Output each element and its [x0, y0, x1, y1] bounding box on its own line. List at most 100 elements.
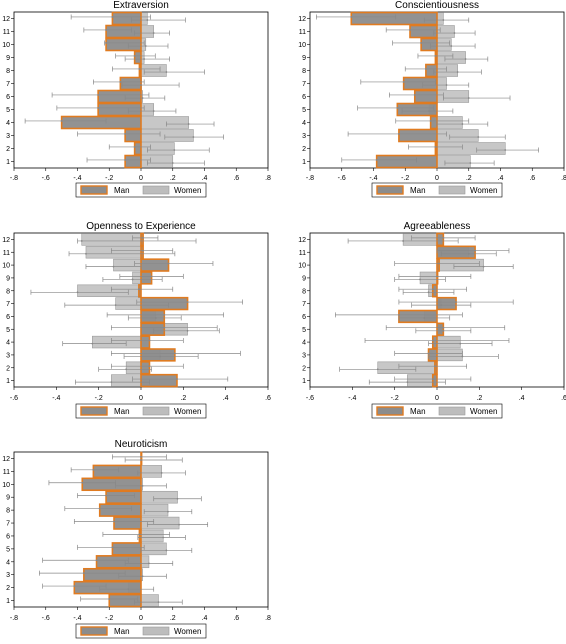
x-tick-label: 0 — [435, 395, 439, 402]
y-tick-label: 10 — [2, 482, 10, 489]
point-estimate — [144, 45, 147, 47]
point-estimate — [110, 381, 113, 384]
bar-man-3 — [398, 128, 438, 143]
bar-women-8 — [140, 64, 167, 77]
bar-man-4 — [60, 115, 142, 130]
point-estimate — [375, 159, 378, 161]
point-estimate — [105, 494, 107, 497]
chart-title: Extraversion — [113, 0, 169, 11]
legend-label-man: Man — [114, 407, 130, 416]
y-tick-label: 5 — [6, 327, 10, 334]
bar-man-11 — [140, 245, 144, 259]
point-estimate — [81, 481, 84, 484]
point-estimate — [91, 342, 94, 345]
point-estimate — [127, 588, 130, 591]
point-estimate — [162, 536, 165, 539]
bar-man-2 — [133, 141, 142, 156]
x-tick-label: .4 — [223, 395, 229, 402]
bar-women-8 — [436, 64, 458, 77]
point-estimate — [419, 278, 421, 281]
legend-box — [75, 623, 207, 639]
point-estimate — [455, 301, 457, 303]
point-estimate — [125, 368, 128, 371]
point-estimate — [442, 236, 445, 239]
legend-label-man: Man — [114, 186, 130, 195]
point-estimate — [402, 81, 405, 83]
x-tick-label: .4 — [202, 615, 208, 622]
point-estimate — [148, 562, 150, 565]
x-tick-label: .2 — [180, 395, 186, 402]
point-estimate — [423, 317, 426, 319]
point-estimate — [453, 32, 456, 34]
y-tick-label: 4 — [302, 340, 306, 347]
point-estimate — [178, 523, 181, 526]
point-estimate — [442, 329, 445, 332]
y-tick-label: 12 — [2, 237, 10, 244]
point-estimate — [160, 472, 163, 474]
y-tick-label: 3 — [302, 352, 306, 359]
y-tick-label: 12 — [298, 237, 306, 244]
point-estimate — [152, 32, 155, 34]
point-estimate — [150, 275, 153, 278]
x-tick-label: -.6 — [306, 395, 314, 402]
point-estimate — [171, 162, 174, 164]
point-estimate — [176, 378, 178, 380]
y-tick-label: 9 — [302, 55, 306, 62]
bar-man-1 — [124, 154, 142, 169]
point-estimate — [440, 304, 443, 307]
point-estimate — [137, 288, 140, 291]
point-estimate — [131, 278, 134, 281]
bar-man-10 — [436, 258, 440, 272]
x-tick-label: .6 — [529, 175, 535, 182]
point-estimate — [148, 365, 151, 368]
point-estimate — [474, 249, 476, 252]
bar-women-12 — [140, 12, 148, 25]
bar-women-3 — [436, 129, 479, 142]
point-estimate — [98, 507, 101, 510]
legend-box — [371, 182, 503, 198]
bar-women-6 — [436, 90, 470, 103]
y-tick-label: 9 — [6, 55, 10, 62]
legend-label-women: Women — [174, 186, 201, 195]
point-estimate — [157, 601, 160, 603]
y-tick-label: 12 — [298, 16, 306, 23]
point-estimate — [434, 55, 437, 57]
chart-title: Agreeableness — [404, 221, 471, 232]
point-estimate — [163, 326, 166, 329]
y-tick-label: 2 — [6, 146, 10, 153]
bar-man-12 — [436, 232, 445, 247]
bar-women-9 — [132, 271, 142, 285]
point-estimate — [140, 459, 142, 461]
y-tick-label: 4 — [6, 120, 10, 127]
y-tick-label: 6 — [6, 314, 10, 321]
legend-box — [371, 403, 503, 419]
x-tick-label: -.4 — [73, 175, 81, 182]
y-tick-label: 3 — [302, 133, 306, 140]
point-estimate — [124, 159, 127, 161]
point-estimate — [186, 301, 189, 303]
point-estimate — [429, 120, 432, 122]
point-estimate — [413, 94, 416, 96]
point-estimate — [142, 249, 145, 252]
bar-man-3 — [140, 348, 176, 362]
legend-swatch-man — [376, 406, 404, 416]
y-tick-label: 2 — [302, 146, 306, 153]
point-estimate — [176, 497, 179, 500]
bar-man-5 — [97, 102, 142, 117]
bar-man-5 — [396, 102, 438, 117]
point-estimate — [420, 42, 423, 44]
bar-women-12 — [436, 12, 444, 25]
point-estimate — [146, 19, 149, 21]
point-estimate — [76, 291, 79, 294]
legend-swatch-man — [376, 185, 404, 195]
bar-women-12 — [81, 233, 142, 246]
point-estimate — [140, 456, 142, 458]
x-tick-label: -.8 — [10, 175, 18, 182]
legend: Man Women — [371, 182, 503, 198]
bar-man-9 — [140, 271, 153, 285]
bar-man-6 — [413, 89, 438, 104]
bar-man-6 — [97, 89, 142, 104]
y-tick-label: 12 — [2, 16, 10, 23]
